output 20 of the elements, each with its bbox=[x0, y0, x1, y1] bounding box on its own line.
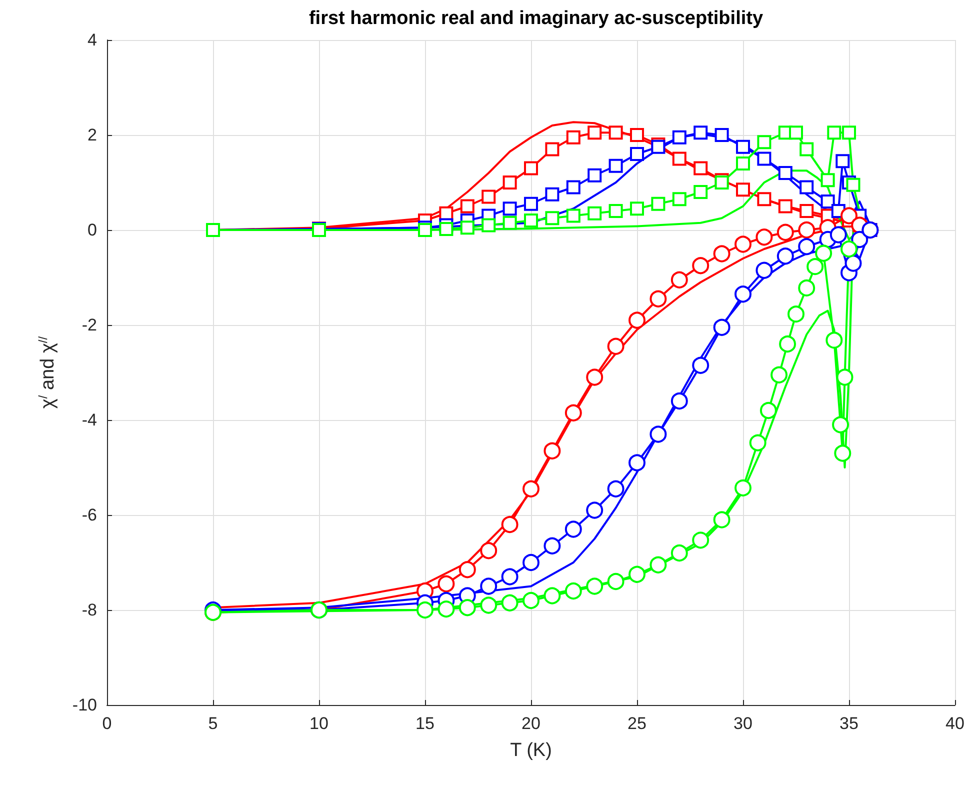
x-tick-label: 40 bbox=[946, 714, 964, 733]
y-tick-label: -4 bbox=[82, 410, 97, 430]
x-tick-label: 5 bbox=[208, 714, 218, 733]
x-tick-label: 30 bbox=[734, 714, 752, 733]
x-tick-label: 35 bbox=[840, 714, 858, 733]
y-tick-label: 0 bbox=[88, 220, 97, 240]
x-axis-title: T (K) bbox=[510, 740, 552, 761]
y-tick-label: 2 bbox=[88, 126, 97, 144]
y-tick-label: -8 bbox=[82, 600, 97, 620]
x-tick-label: 20 bbox=[522, 714, 540, 733]
x-tick-label: 10 bbox=[310, 714, 328, 733]
x-tick-label: 25 bbox=[628, 714, 646, 733]
chart-title: first harmonic real and imaginary ac-susceptibility bbox=[308, 8, 764, 29]
x-tick-label: 15 bbox=[416, 714, 434, 733]
x-tick-label: 0 bbox=[102, 714, 112, 733]
y-tick-label: -6 bbox=[82, 506, 97, 524]
y-tick-label: -2 bbox=[82, 316, 97, 334]
y-tick-label: 4 bbox=[88, 30, 97, 50]
y-axis-title: χ/ and χ// bbox=[36, 336, 58, 409]
y-tick-label: -10 bbox=[72, 696, 97, 714]
